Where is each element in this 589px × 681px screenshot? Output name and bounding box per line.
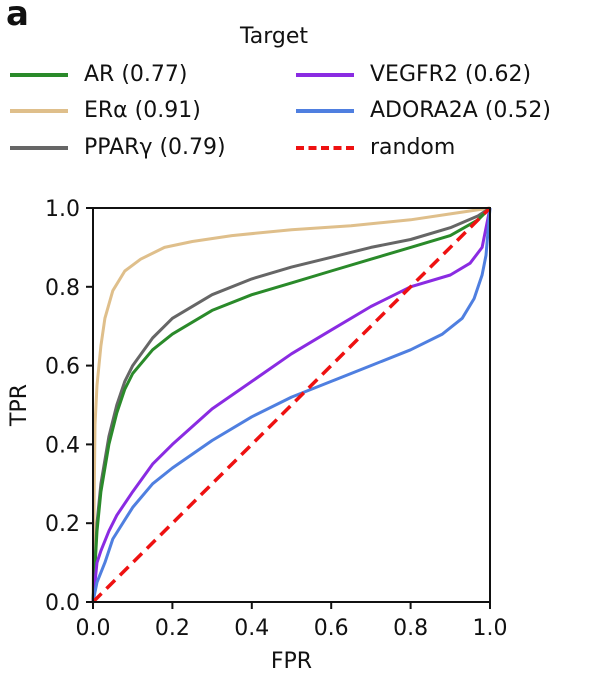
series-line-0 bbox=[91, 206, 491, 603]
x-tick-label: 0.8 bbox=[393, 616, 428, 641]
legend-swatch-ppar bbox=[10, 145, 68, 150]
legend-title: Target bbox=[240, 24, 309, 49]
legend-label-ar: AR (0.77) bbox=[84, 62, 188, 87]
legend-entry-vegfr2: VEGFR2 (0.62) bbox=[296, 62, 531, 87]
series-line-4 bbox=[91, 207, 492, 603]
y-tick-label: 0.6 bbox=[45, 355, 80, 380]
legend-label-ppar: PPARγ (0.79) bbox=[84, 135, 226, 160]
plot-frame bbox=[92, 207, 491, 603]
x-tick-label: 0.4 bbox=[234, 616, 269, 641]
y-tick-label: 0.0 bbox=[45, 591, 80, 616]
legend-label-era: ERα (0.91) bbox=[84, 98, 201, 123]
x-tick-label: 0.6 bbox=[314, 616, 349, 641]
legend-swatch-ar bbox=[10, 72, 68, 77]
series-line-5 bbox=[91, 206, 492, 604]
curves-layer bbox=[91, 206, 492, 604]
x-axis-label: FPR bbox=[271, 649, 312, 674]
legend-swatch-vegfr2 bbox=[296, 72, 354, 77]
x-tick-label: 0.2 bbox=[155, 616, 190, 641]
legend-entry-adora2a: ADORA2A (0.52) bbox=[296, 98, 551, 123]
panel-label: a bbox=[6, 0, 29, 34]
legend-label-adora2a: ADORA2A (0.52) bbox=[370, 98, 551, 123]
legend-entry-ar: AR (0.77) bbox=[10, 62, 187, 87]
x-tick-label: 1.0 bbox=[473, 616, 508, 641]
ticks-layer: 0.0 0.2 0.4 0.6 0.8 1.0 0.0 0.2 0.4 0.6 0.8 1.0 bbox=[45, 197, 508, 641]
y-axis-label: TPR bbox=[7, 384, 32, 427]
series-line-2 bbox=[91, 206, 492, 603]
legend-swatch-random bbox=[296, 145, 354, 150]
legend-entry-random: random bbox=[296, 135, 455, 160]
legend-label-vegfr2: VEGFR2 (0.62) bbox=[370, 62, 532, 87]
y-tick-label: 1.0 bbox=[45, 197, 80, 222]
y-tick-label: 0.2 bbox=[45, 512, 80, 537]
legend-entry-era: ERα (0.91) bbox=[10, 98, 201, 123]
legend-entry-ppar: PPARγ (0.79) bbox=[10, 135, 226, 160]
legend-swatch-era bbox=[10, 108, 68, 113]
y-tick-label: 0.4 bbox=[45, 433, 80, 458]
series-line-3 bbox=[91, 207, 492, 603]
x-tick-label: 0.0 bbox=[76, 616, 111, 641]
legend-swatch-adora2a bbox=[296, 108, 354, 113]
legend-label-random: random bbox=[370, 135, 456, 160]
y-tick-label: 0.8 bbox=[45, 276, 80, 301]
